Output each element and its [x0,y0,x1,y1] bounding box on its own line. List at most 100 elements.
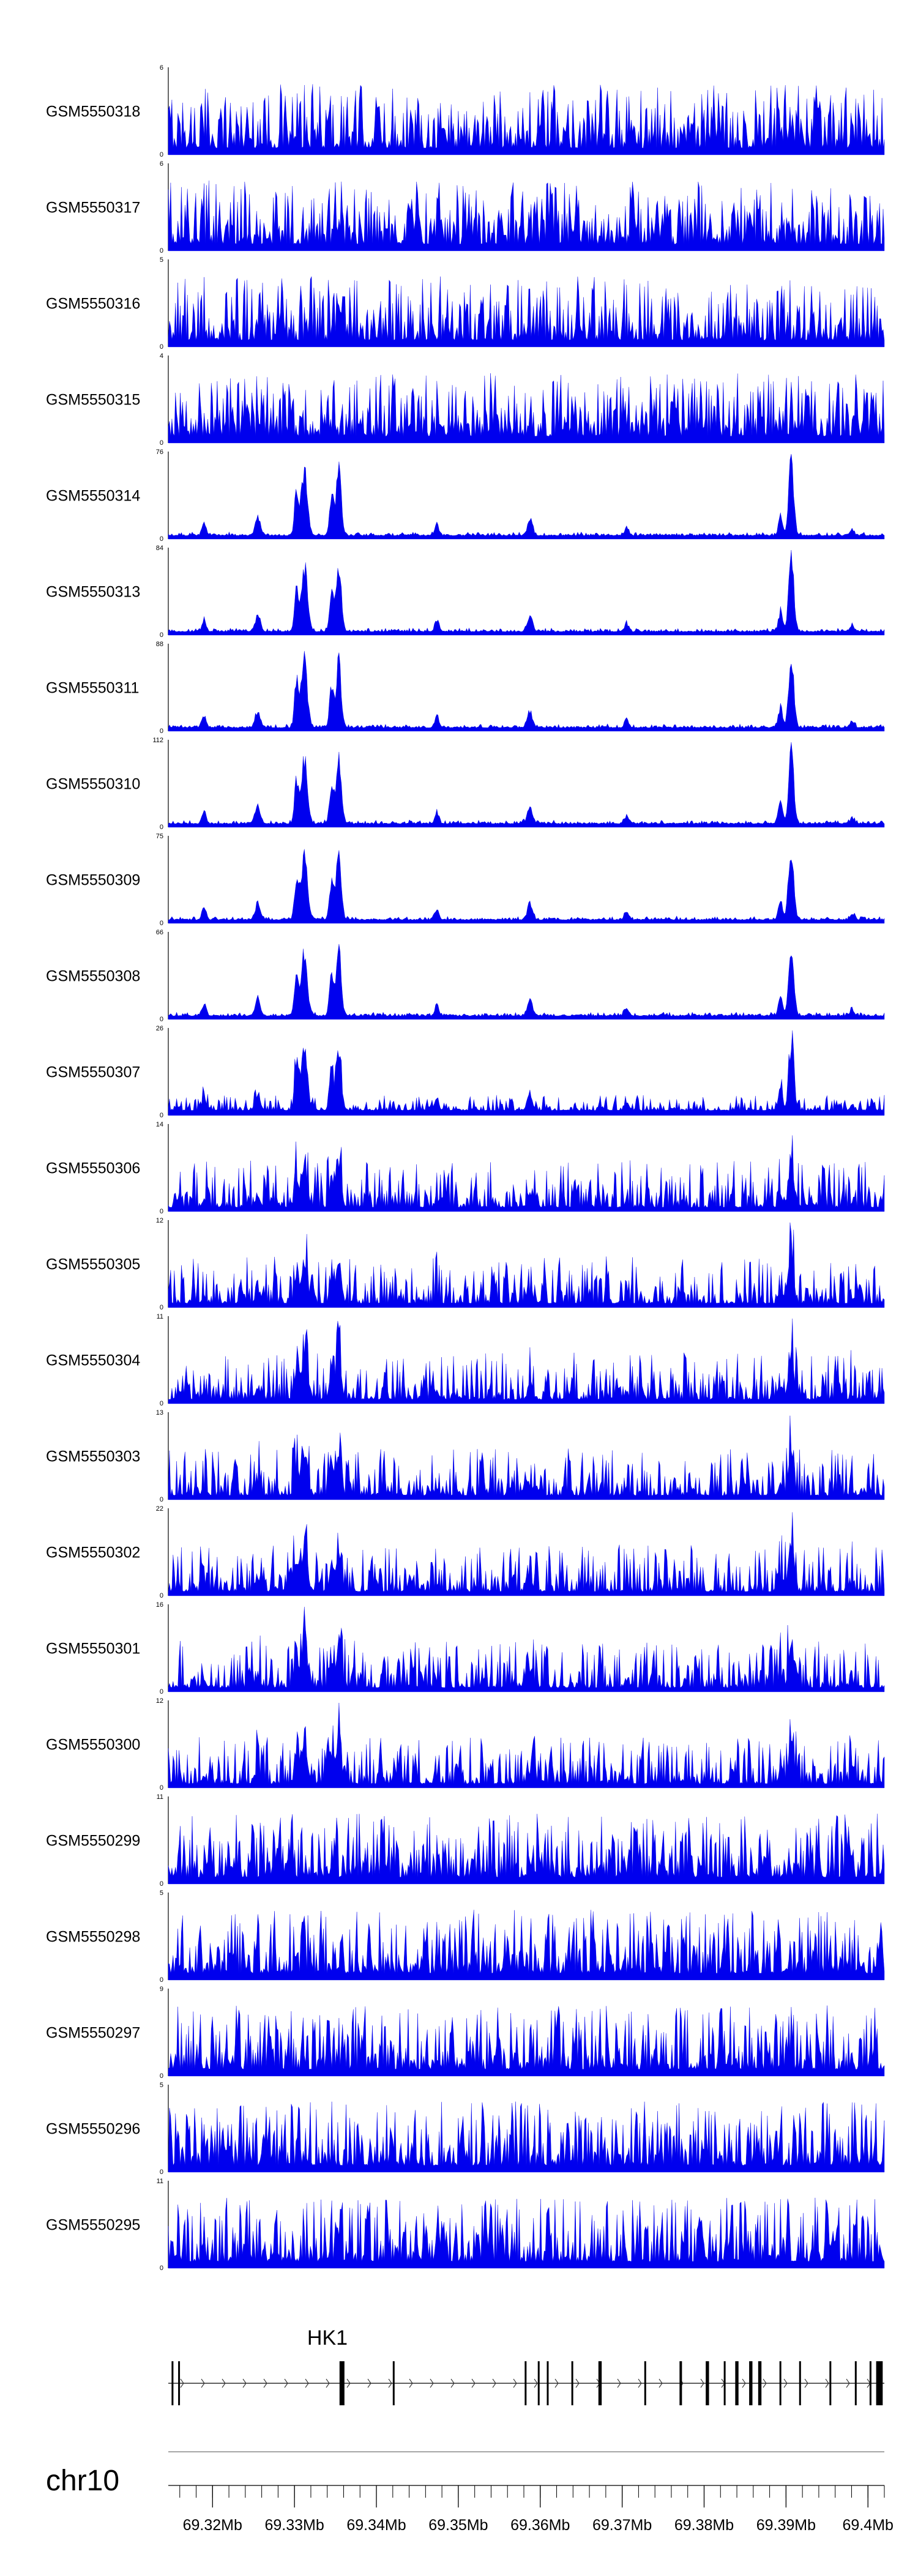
strand-arrow [450,2378,455,2388]
coverage-area [168,944,885,1020]
chromosome-label: chr10 [46,2465,119,2497]
x-tick-label: 69.39Mb [756,2517,816,2534]
coverage-area [168,2197,885,2269]
y-max-tick-label: 12 [156,1697,163,1705]
strand-arrow [575,2378,580,2388]
exon [644,2361,646,2405]
coverage-area [168,1606,885,1692]
track: GSM5550303 13 0 [46,1409,885,1503]
exon [758,2361,762,2405]
track: GSM5550318 6 0 [46,64,885,158]
coverage-area [168,373,885,444]
exon [524,2361,527,2405]
strand-arrow [700,2378,704,2388]
coverage-area [168,1318,885,1404]
y-min-tick-label: 0 [160,2072,163,2080]
track-label: GSM5550302 [46,1544,140,1562]
exon [171,2361,174,2405]
y-max-tick-label: 4 [160,352,163,360]
y-max-tick-label: 9 [160,1986,163,1993]
track-label: GSM5550301 [46,1640,140,1658]
track: GSM5550307 26 0 [46,1025,885,1119]
strand-arrow [222,2378,226,2388]
exon [392,2361,395,2405]
exon [723,2361,726,2405]
chromosome-axis: chr10 69.32Mb 69.33Mb 69.34Mb 69.35Mb 69.36Mb… [46,2451,894,2534]
coverage-area [168,276,885,348]
track-label: GSM5550309 [46,872,140,889]
y-max-tick-label: 6 [160,160,163,168]
strand-arrow [742,2378,746,2388]
strand-arrow [471,2378,476,2388]
strand-arrow [617,2378,621,2388]
y-min-tick-label: 0 [160,1784,163,1792]
exon [339,2361,345,2405]
exon [799,2361,801,2405]
track-label: GSM5550317 [46,199,140,217]
track-label: GSM5550300 [46,1737,140,1754]
y-min-tick-label: 0 [160,151,163,158]
strand-arrow [409,2378,413,2388]
y-max-tick-label: 22 [156,1505,163,1513]
y-max-tick-label: 5 [160,256,163,264]
x-tick-label: 69.33Mb [265,2517,324,2534]
track-label: GSM5550315 [46,392,140,409]
exon [571,2361,573,2405]
y-min-tick-label: 0 [160,1592,163,1599]
y-max-tick-label: 14 [156,1121,163,1128]
y-max-tick-label: 16 [156,1601,163,1609]
y-min-tick-label: 0 [160,1880,163,1888]
y-max-tick-label: 112 [152,737,163,744]
track: GSM5550316 5 0 [46,256,885,351]
track: GSM5550298 5 0 [46,1889,885,1984]
strand-arrow [513,2378,517,2388]
y-max-tick-label: 5 [160,2082,163,2089]
coverage-area [168,1135,885,1212]
track-label: GSM5550303 [46,1448,140,1465]
track: GSM5550302 22 0 [46,1505,885,1599]
exon [537,2361,540,2405]
y-max-tick-label: 26 [156,1025,163,1032]
y-min-tick-label: 0 [160,439,163,447]
track: GSM5550308 66 0 [46,929,885,1023]
y-max-tick-label: 66 [156,929,163,936]
exon [735,2361,739,2405]
strand-arrow [180,2378,184,2388]
coverage-area [168,1910,885,1981]
gene-track: HK1 [168,2326,884,2405]
y-min-tick-label: 0 [160,247,163,255]
y-max-tick-label: 12 [156,1217,163,1224]
track: GSM5550304 11 0 [46,1313,885,1407]
track: GSM5550314 76 0 [46,449,885,543]
strand-arrow [388,2378,392,2388]
track: GSM5550297 9 0 [46,1986,885,2080]
y-max-tick-label: 11 [157,1793,163,1801]
strand-arrow [825,2378,829,2388]
y-min-tick-label: 0 [160,343,163,351]
track: GSM5550313 84 0 [46,545,885,639]
coverage-area [168,549,885,636]
y-max-tick-label: 76 [156,449,163,456]
track-label: GSM5550316 [46,296,140,313]
track: GSM5550299 11 0 [46,1793,885,1888]
y-max-tick-label: 88 [156,641,163,648]
track-label: GSM5550295 [46,2217,140,2234]
strand-arrow [846,2378,850,2388]
y-max-tick-label: 5 [160,1889,163,1897]
y-max-tick-label: 6 [160,64,163,72]
exon [598,2361,602,2405]
x-tick-label: 69.34Mb [346,2517,406,2534]
y-max-tick-label: 11 [157,1313,163,1320]
strand-arrow [284,2378,288,2388]
track: GSM5550296 5 0 [46,2082,885,2176]
track: GSM5550309 75 0 [46,833,885,927]
strand-arrow [763,2378,767,2388]
track: GSM5550317 6 0 [46,160,885,255]
track-label: GSM5550304 [46,1352,140,1369]
coverage-area [168,650,885,732]
track-label: GSM5550314 [46,488,140,505]
y-max-tick-label: 11 [157,2178,163,2185]
strand-arrow [638,2378,642,2388]
strand-arrow [201,2378,205,2388]
